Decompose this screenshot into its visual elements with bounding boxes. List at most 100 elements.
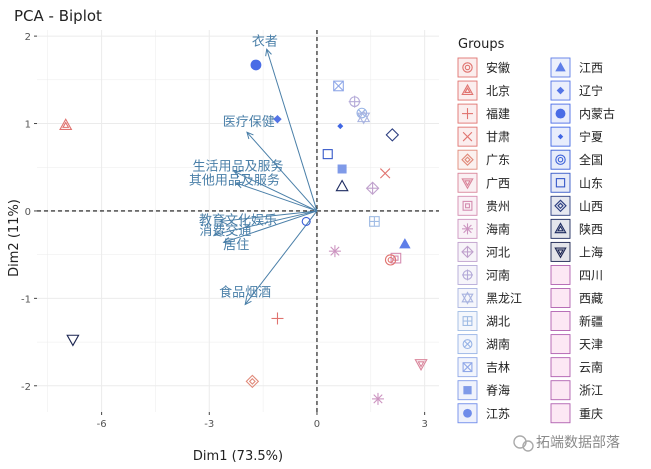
legend-label: 重庆 xyxy=(579,407,603,421)
legend-label: 天津 xyxy=(579,338,603,352)
loading-arrow xyxy=(213,210,318,237)
y-axis-label: Dim2 (11%) xyxy=(7,199,22,277)
point-山西 xyxy=(385,128,400,142)
legend-label: 西藏 xyxy=(579,292,603,306)
x-tick-label: 3 xyxy=(421,419,427,430)
legend-label: 山西 xyxy=(579,199,603,213)
legend-item-广西: 广西 xyxy=(457,172,510,193)
y-tick-label: -2 xyxy=(21,382,31,393)
point-宁夏 xyxy=(337,123,344,130)
legend-label: 贵州 xyxy=(486,199,510,213)
loading-label: 其他用品及服务 xyxy=(189,172,280,188)
legend: Groups 安徽北京福建甘肃广东广西贵州海南河北河南黑龙江湖北湖南吉林脊海江苏… xyxy=(457,37,615,424)
point-福建 xyxy=(271,312,284,325)
legend-label: 安徽 xyxy=(486,60,510,75)
legend-item-江苏: 江苏 xyxy=(457,403,510,424)
loading-arrow xyxy=(244,210,318,306)
point-广东 xyxy=(245,374,260,389)
legend-item-北京: 北京 xyxy=(457,80,510,101)
legend-item-四川: 四川 xyxy=(550,265,603,285)
loading-label: 教育文化娱乐 xyxy=(199,213,277,229)
loading-label: 居住 xyxy=(223,238,249,253)
data-points xyxy=(59,59,428,405)
loading-arrow xyxy=(235,181,318,212)
point-北京 xyxy=(59,118,73,131)
loading-label: 消费交通 xyxy=(199,223,251,239)
legend-label: 新疆 xyxy=(579,314,603,329)
legend-item-湖北: 湖北 xyxy=(457,311,510,331)
legend-item-吉林: 吉林 xyxy=(457,357,510,378)
legend-item-甘肃: 甘肃 xyxy=(457,126,510,147)
point-陕西 xyxy=(335,179,349,192)
reference-lines xyxy=(37,30,439,412)
loading-label: 生活用品及服务 xyxy=(192,158,283,174)
y-tick-label: 0 xyxy=(25,207,31,218)
watermark-icon xyxy=(513,435,534,452)
legend-label: 广东 xyxy=(486,153,510,167)
legend-label: 甘肃 xyxy=(486,130,510,144)
point-江西 xyxy=(399,238,411,249)
point-海南 xyxy=(371,392,384,405)
loading-arrow xyxy=(218,210,318,225)
y-tick-label: 2 xyxy=(25,32,31,43)
legend-label: 江苏 xyxy=(486,407,510,421)
legend-item-贵州: 贵州 xyxy=(457,195,510,216)
legend-item-天津: 天津 xyxy=(550,334,603,355)
legend-item-河北: 河北 xyxy=(457,241,510,262)
legend-label: 海南 xyxy=(486,221,510,236)
legend-item-新疆: 新疆 xyxy=(550,311,603,331)
legend-label: 北京 xyxy=(486,84,510,98)
legend-item-海南: 海南 xyxy=(457,218,510,239)
y-tick-label: 1 xyxy=(25,120,31,131)
point-山东 xyxy=(322,149,333,160)
legend-label: 湖南 xyxy=(486,337,510,352)
x-axis-label: Dim1 (73.5%) xyxy=(193,449,283,464)
point-脊海 xyxy=(337,164,347,174)
legend-item-山东: 山东 xyxy=(550,172,603,193)
point-湖北 xyxy=(369,216,380,227)
watermark: 拓端数据部落 xyxy=(536,435,620,451)
legend-item-黑龙江: 黑龙江 xyxy=(457,288,522,308)
legend-label: 宁夏 xyxy=(579,129,603,144)
legend-item-全国: 全国 xyxy=(550,149,603,170)
x-tick-label: -6 xyxy=(97,419,107,430)
legend-label: 湖北 xyxy=(486,314,510,329)
point-全国 xyxy=(301,216,311,226)
legend-label: 福建 xyxy=(486,106,510,121)
loading-label: 医疗保健 xyxy=(223,115,275,130)
legend-label: 浙江 xyxy=(579,384,603,398)
legend-title: Groups xyxy=(458,37,505,52)
point-安徽 xyxy=(384,254,397,266)
legend-item-云南: 云南 xyxy=(550,357,603,378)
grid-lines xyxy=(37,30,439,412)
legend-item-广东: 广东 xyxy=(457,149,510,170)
point-海南 xyxy=(328,245,341,258)
point-河南 xyxy=(348,95,361,108)
loading-arrow xyxy=(233,171,318,212)
legend-label: 广西 xyxy=(486,176,510,190)
legend-label: 河北 xyxy=(486,245,510,259)
legend-label: 山东 xyxy=(579,176,603,190)
legend-item-河南: 河南 xyxy=(457,265,510,285)
legend-label: 内蒙古 xyxy=(579,106,615,121)
legend-item-辽宁: 辽宁 xyxy=(550,80,603,101)
legend-label: 黑龙江 xyxy=(486,292,522,306)
legend-label: 全国 xyxy=(579,152,603,167)
y-tick-label: -1 xyxy=(21,294,31,305)
x-tick-label: -3 xyxy=(204,419,214,430)
point-黑龙江 xyxy=(356,110,371,125)
legend-label: 江西 xyxy=(579,61,603,75)
legend-label: 四川 xyxy=(579,268,603,282)
loading-arrow xyxy=(265,48,318,212)
legend-item-湖南: 湖南 xyxy=(457,334,510,355)
legend-item-脊海: 脊海 xyxy=(457,380,510,401)
loading-label: 衣者 xyxy=(252,33,278,49)
x-tick-label: 0 xyxy=(314,419,320,430)
chart-title: PCA - Biplot xyxy=(14,7,102,25)
legend-item-福建: 福建 xyxy=(457,103,510,124)
point-河北 xyxy=(365,181,380,195)
legend-item-江西: 江西 xyxy=(550,57,603,78)
loading-arrow xyxy=(222,210,318,244)
